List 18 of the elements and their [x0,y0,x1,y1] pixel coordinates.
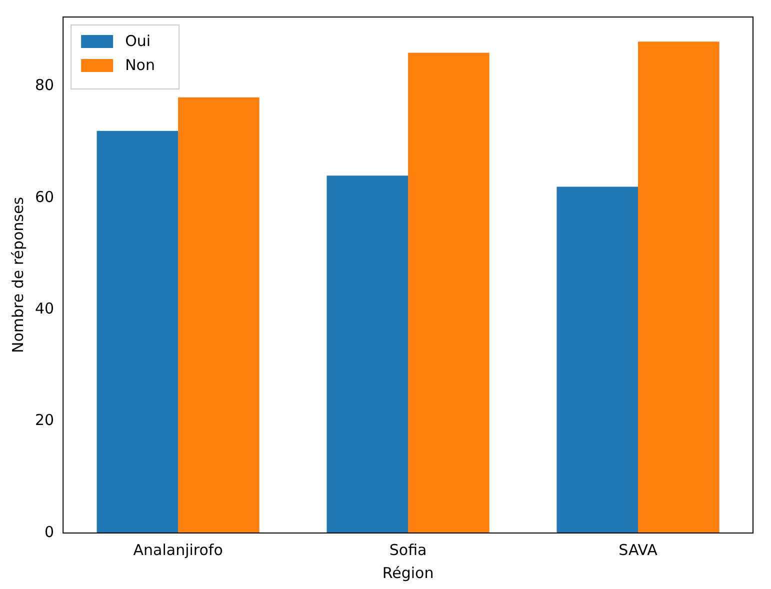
bar [556,186,638,533]
legend-label: Non [125,56,155,74]
x-axis-title: Région [382,564,434,582]
y-tick-label: 80 [34,76,54,94]
y-tick-label: 20 [34,411,54,430]
y-tick-label: 40 [34,300,54,318]
y-axis-title: Nombre de réponses [8,196,27,354]
bar [326,176,408,533]
bar [96,130,178,533]
legend-label: Oui [125,32,151,50]
y-tick-label: 60 [34,188,54,206]
bar [178,97,260,533]
y-tick-label: 0 [44,522,54,541]
bar [408,52,490,533]
x-tick-label: Sofia [389,540,427,559]
bar [638,42,720,533]
x-tick-label: Analanjirofo [133,540,223,559]
x-tick-label: SAVA [618,540,658,559]
